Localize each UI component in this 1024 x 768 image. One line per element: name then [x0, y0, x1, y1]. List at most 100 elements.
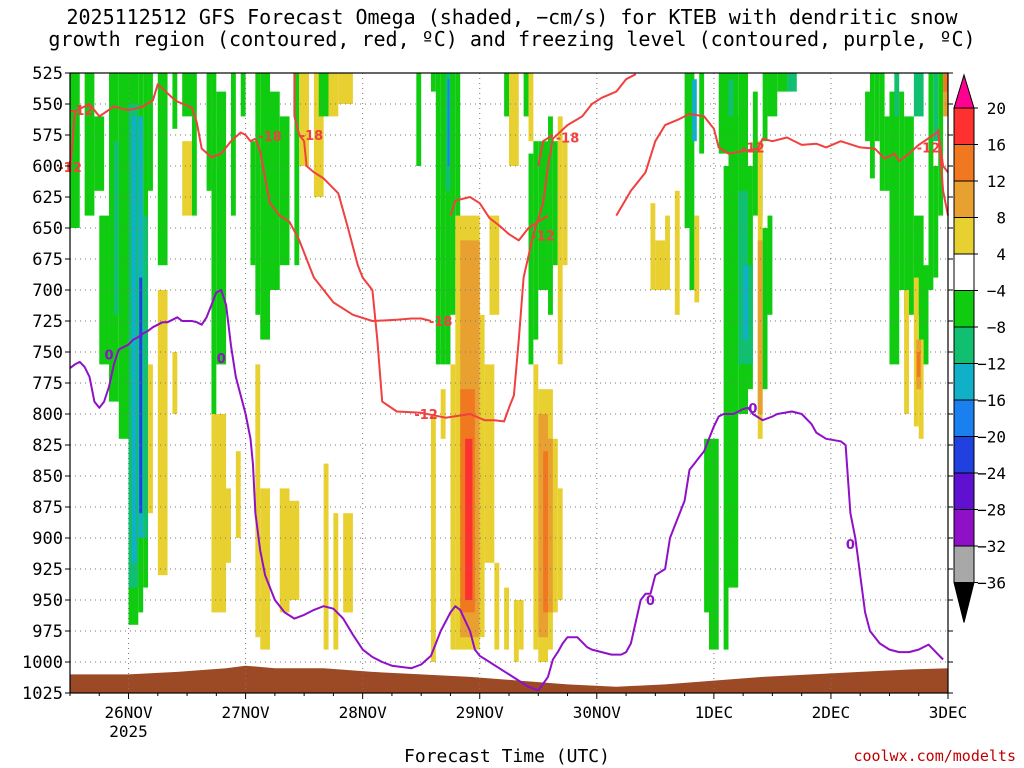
- omega-cell: [533, 141, 539, 340]
- colorbar: 20 16 12 8 4 −4 −8 −12 −16 −20 −24 −28 −32 −36: [953, 73, 1006, 623]
- omega-cell: [182, 73, 197, 117]
- colorbar-swatch: [953, 545, 975, 583]
- omega-cell: [899, 91, 905, 290]
- omega-cell: [787, 73, 797, 92]
- omega-cell: [94, 116, 105, 191]
- y-tick-label: 875: [32, 498, 63, 518]
- omega-cell: [928, 73, 934, 290]
- omega-cell: [557, 116, 563, 365]
- omega-cell: [699, 73, 705, 154]
- omega-cell: [865, 91, 870, 142]
- omega-cell: [718, 73, 729, 154]
- dgz-contour-label: -18: [556, 131, 580, 146]
- colorbar-swatch: [953, 582, 975, 623]
- y-tick-label: 750: [32, 343, 63, 363]
- x-tick-label: 30NOV: [573, 703, 622, 722]
- colorbar-label: −12: [977, 355, 1006, 374]
- omega-cell: [894, 73, 900, 117]
- colorbar-swatch: [953, 144, 975, 182]
- omega-cell: [440, 73, 446, 365]
- omega-shading-layer: [70, 73, 948, 662]
- omega-cell: [943, 73, 948, 92]
- omega-cell: [918, 265, 929, 365]
- terrain-area: [70, 665, 948, 693]
- omega-cell: [494, 562, 500, 650]
- y-tick-label: 650: [32, 219, 63, 239]
- dgz-contour-line: [254, 138, 397, 322]
- omega-cell: [430, 414, 436, 662]
- y-tick-label: 925: [32, 560, 63, 580]
- freezing-level-label: 0: [846, 538, 855, 553]
- colorbar-label: −4: [987, 282, 1006, 301]
- omega-cell: [450, 73, 456, 315]
- x-tick-label: 29NOV: [456, 703, 505, 722]
- omega-cell: [879, 73, 885, 191]
- omega-cell: [748, 265, 753, 365]
- omega-cell: [757, 240, 763, 414]
- y-tick-label: 1000: [22, 653, 63, 673]
- colorbar-swatch: [953, 107, 975, 145]
- omega-cell: [113, 141, 119, 315]
- omega-cell: [504, 587, 509, 650]
- colorbar-swatch: [953, 326, 975, 364]
- y-tick-label: 550: [32, 95, 63, 115]
- omega-cell: [557, 488, 563, 600]
- y-tick-label: 675: [32, 250, 63, 270]
- omega-cell: [216, 91, 227, 365]
- omega-cell: [435, 73, 441, 365]
- colorbar-label: −8: [987, 318, 1006, 337]
- omega-cell: [728, 79, 734, 117]
- colorbar-label: −20: [977, 428, 1006, 447]
- credit-text: coolwx.com/modelts: [853, 747, 1016, 765]
- x-tick-label: 3DEC: [929, 703, 968, 722]
- y-tick-label: 975: [32, 622, 63, 642]
- omega-cell: [440, 389, 446, 439]
- omega-cell: [528, 73, 534, 142]
- omega-cell: [260, 73, 270, 340]
- omega-cell: [762, 73, 768, 142]
- colorbar-swatch: [953, 509, 975, 547]
- omega-cell: [279, 488, 290, 613]
- omega-cell: [743, 265, 749, 340]
- x-axis-label: Forecast Time (UTC): [404, 746, 610, 767]
- omega-cell: [328, 73, 339, 117]
- omega-cell: [148, 73, 153, 191]
- colorbar-swatch: [953, 472, 975, 510]
- omega-cell: [650, 203, 656, 290]
- dgz-contour-line: [449, 196, 549, 242]
- colorbar-swatch: [953, 399, 975, 437]
- colorbar-swatch: [953, 363, 975, 401]
- dgz-contour-label: -12: [414, 408, 438, 423]
- omega-cell: [447, 79, 450, 166]
- x-tick-label: 27NOV: [222, 703, 271, 722]
- omega-cell: [689, 73, 695, 290]
- omega-cell: [933, 73, 939, 142]
- omega-cell: [255, 364, 261, 638]
- colorbar-label: −16: [977, 391, 1006, 410]
- omega-cell: [338, 73, 353, 104]
- omega-cell: [235, 451, 241, 538]
- x-tick-sublabel: 2025: [109, 722, 148, 741]
- dgz-contour-label: -12: [741, 141, 765, 156]
- omega-cell: [99, 215, 110, 365]
- omega-cell: [139, 277, 143, 514]
- y-tick-label: 600: [32, 157, 63, 177]
- colorbar-label: 20: [987, 99, 1006, 118]
- omega-cell: [240, 73, 246, 117]
- y-tick-label: 950: [32, 591, 63, 611]
- omega-cell: [211, 73, 217, 414]
- omega-cell: [289, 500, 300, 600]
- colorbar-label: −24: [977, 464, 1006, 483]
- omega-cell: [455, 73, 461, 266]
- omega-cell: [250, 141, 256, 266]
- omega-cell: [538, 141, 549, 290]
- omega-cell: [157, 73, 168, 266]
- colorbar-label: 8: [996, 209, 1006, 228]
- dgz-contour-label: -18: [300, 129, 324, 144]
- omega-cell: [509, 73, 519, 166]
- freezing-level-label: 0: [217, 352, 226, 367]
- y-tick-label: 1025: [22, 684, 63, 704]
- omega-cell: [777, 73, 788, 92]
- dgz-contour-line: [937, 128, 949, 216]
